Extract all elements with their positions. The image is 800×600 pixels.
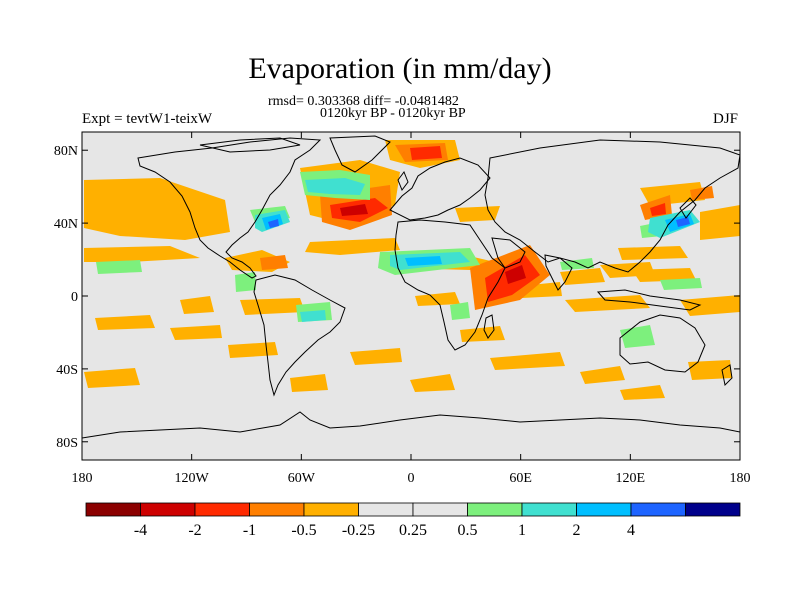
coast-arctic-islands bbox=[199, 137, 301, 153]
coast-indonesia bbox=[596, 289, 702, 311]
colorbar-swatch bbox=[630, 502, 686, 517]
colorbar-label: -1 bbox=[243, 522, 256, 539]
period-text: 0120kyr BP - 0120kyr BP bbox=[320, 106, 466, 121]
coast-australia bbox=[619, 314, 706, 373]
coast-arabia bbox=[491, 237, 526, 269]
coast-madagascar bbox=[483, 314, 495, 339]
lat-tick-label: 40N bbox=[54, 217, 78, 232]
coast-asia bbox=[484, 139, 740, 273]
colorbar-swatch bbox=[85, 502, 141, 517]
colorbar-swatch bbox=[358, 502, 414, 517]
colorbar-label: 4 bbox=[627, 522, 635, 539]
latitude-axis: 80N 40N 0 40S 80S bbox=[54, 144, 740, 451]
colorbar-label: -0.25 bbox=[342, 522, 375, 539]
lat-tick-label: 80N bbox=[54, 144, 78, 159]
colorbar-label: -2 bbox=[188, 522, 201, 539]
lat-tick-label: 80S bbox=[56, 436, 78, 451]
coast-europe bbox=[389, 157, 491, 221]
lon-tick-label: 0 bbox=[408, 471, 415, 486]
lon-tick-label: 180 bbox=[730, 471, 751, 486]
colorbar-label: 1 bbox=[518, 522, 526, 539]
colorbar-swatch bbox=[194, 502, 250, 517]
coast-new-zealand bbox=[721, 364, 733, 387]
coast-antarctica bbox=[82, 411, 740, 439]
coast-south-america bbox=[253, 274, 346, 397]
colorbar-label: 0.5 bbox=[458, 522, 478, 539]
stats-text: rmsd= 0.303368 diff= -0.0481482 bbox=[268, 94, 459, 109]
season-label: DJF bbox=[713, 111, 739, 127]
lat-tick-label: 0 bbox=[71, 290, 78, 305]
anomaly-dark-blue-regions bbox=[268, 217, 690, 228]
lat-tick-label: 40S bbox=[56, 363, 78, 378]
colorbar-swatch bbox=[140, 502, 196, 517]
colorbar-swatch bbox=[685, 502, 741, 517]
lon-tick-label: 180 bbox=[72, 471, 93, 486]
lon-tick-label: 60W bbox=[288, 471, 316, 486]
lon-tick-label: 120E bbox=[616, 471, 646, 486]
colorbar-swatch bbox=[303, 502, 359, 517]
colorbar-swatch bbox=[467, 502, 523, 517]
coastlines bbox=[82, 135, 740, 439]
coast-uk bbox=[397, 170, 409, 192]
colorbar-swatch bbox=[576, 502, 632, 517]
coast-greenland bbox=[329, 135, 391, 173]
map-background bbox=[82, 132, 740, 460]
colorbar-label: 0.25 bbox=[399, 522, 427, 539]
coast-india bbox=[544, 254, 573, 291]
coast-north-america bbox=[137, 137, 322, 279]
colorbar-swatch bbox=[521, 502, 577, 517]
experiment-label: Expt = tevtW1-teixW bbox=[82, 111, 213, 127]
figure-title: Evaporation (in mm/day) bbox=[248, 52, 552, 85]
map-plot-area bbox=[81, 131, 741, 461]
colorbar-label: -0.5 bbox=[291, 522, 316, 539]
longitude-axis: 180 120W 60W 0 60E 120E 180 bbox=[72, 132, 751, 486]
coast-japan bbox=[679, 197, 697, 219]
colorbar-swatch bbox=[249, 502, 305, 517]
coast-africa bbox=[394, 219, 506, 351]
anomaly-dark-red-regions bbox=[340, 204, 526, 284]
colorbar-label: 2 bbox=[573, 522, 581, 539]
colorbar-label: -4 bbox=[134, 522, 147, 539]
lon-tick-label: 120W bbox=[175, 471, 210, 486]
colorbar-swatch bbox=[412, 502, 468, 517]
lon-tick-label: 60E bbox=[509, 471, 532, 486]
colorbar: -4 -2 -1 -0.5 -0.25 0.25 0.5 1 2 4 bbox=[85, 502, 741, 539]
